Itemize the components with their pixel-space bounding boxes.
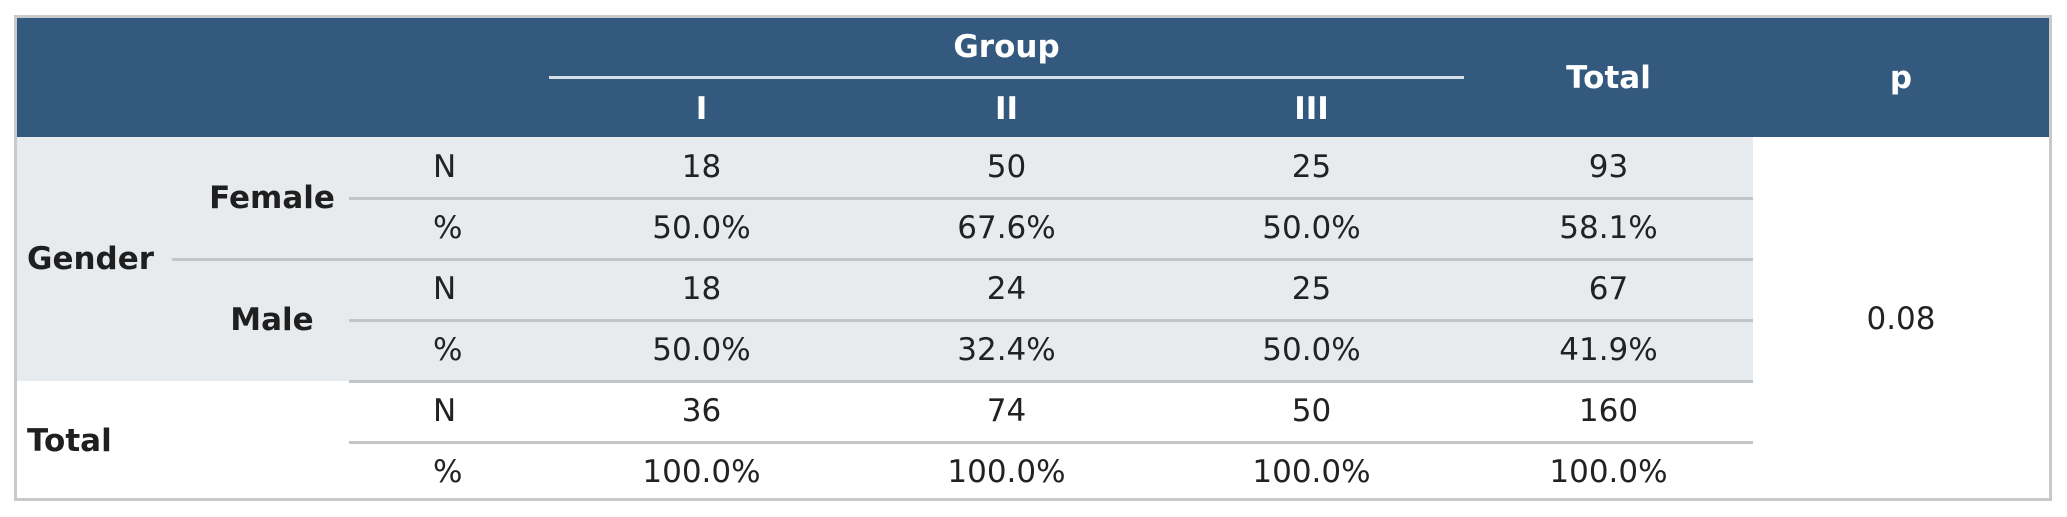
group-header: Group [549, 18, 1464, 76]
total-cell: 93 [1588, 149, 1629, 185]
group-i-cell: 18 [681, 149, 722, 185]
group-i-cell: 18 [681, 271, 722, 307]
female-label: Female [209, 180, 335, 216]
group-ii-cell: 24 [986, 271, 1027, 307]
total-cell: 41.9% [1559, 332, 1658, 368]
p-header: p [1889, 59, 1913, 96]
total-row-label: Total [27, 423, 112, 459]
total-header: Total [1566, 59, 1651, 96]
group-header-label: Group [953, 29, 1060, 65]
total-cell: 67 [1588, 271, 1629, 307]
group-i-cell: 100.0% [642, 454, 761, 490]
row-divider [172, 258, 1753, 261]
gender-label: Gender [27, 241, 155, 277]
group-iii-cell: 50.0% [1262, 332, 1361, 368]
group-header-underline [549, 76, 1464, 79]
group-iii-cell: 25 [1291, 271, 1332, 307]
stat-label: % [433, 454, 463, 490]
group-iii-cell: 100.0% [1252, 454, 1371, 490]
male-label: Male [230, 302, 314, 338]
stat-label: N [433, 149, 457, 185]
group-iii-header: III [1294, 90, 1329, 127]
group-ii-cell: 100.0% [947, 454, 1066, 490]
group-ii-cell: 74 [986, 393, 1027, 429]
row-divider [349, 441, 1753, 444]
group-iii-cell: 25 [1291, 149, 1332, 185]
row-divider [349, 380, 1753, 383]
group-i-header: I [695, 90, 708, 127]
total-cell: 160 [1578, 393, 1639, 429]
group-iii-cell: 50 [1291, 393, 1332, 429]
crosstab-table: Group I II III Total p Gender Female Mal… [14, 15, 2052, 501]
group-ii-cell: 50 [986, 149, 1027, 185]
p-value-cell: 0.08 [1866, 301, 1936, 337]
stat-label: % [433, 332, 463, 368]
group-i-cell: 50.0% [652, 210, 751, 246]
stat-label: N [433, 271, 457, 307]
group-ii-cell: 32.4% [957, 332, 1056, 368]
group-i-cell: 36 [681, 393, 722, 429]
group-ii-header: II [994, 90, 1019, 127]
row-divider [349, 319, 1753, 322]
row-divider [349, 197, 1753, 200]
group-i-cell: 50.0% [652, 332, 751, 368]
group-iii-cell: 50.0% [1262, 210, 1361, 246]
total-cell: 100.0% [1549, 454, 1668, 490]
total-cell: 58.1% [1559, 210, 1658, 246]
group-ii-cell: 67.6% [957, 210, 1056, 246]
stat-label: % [433, 210, 463, 246]
stat-label: N [433, 393, 457, 429]
